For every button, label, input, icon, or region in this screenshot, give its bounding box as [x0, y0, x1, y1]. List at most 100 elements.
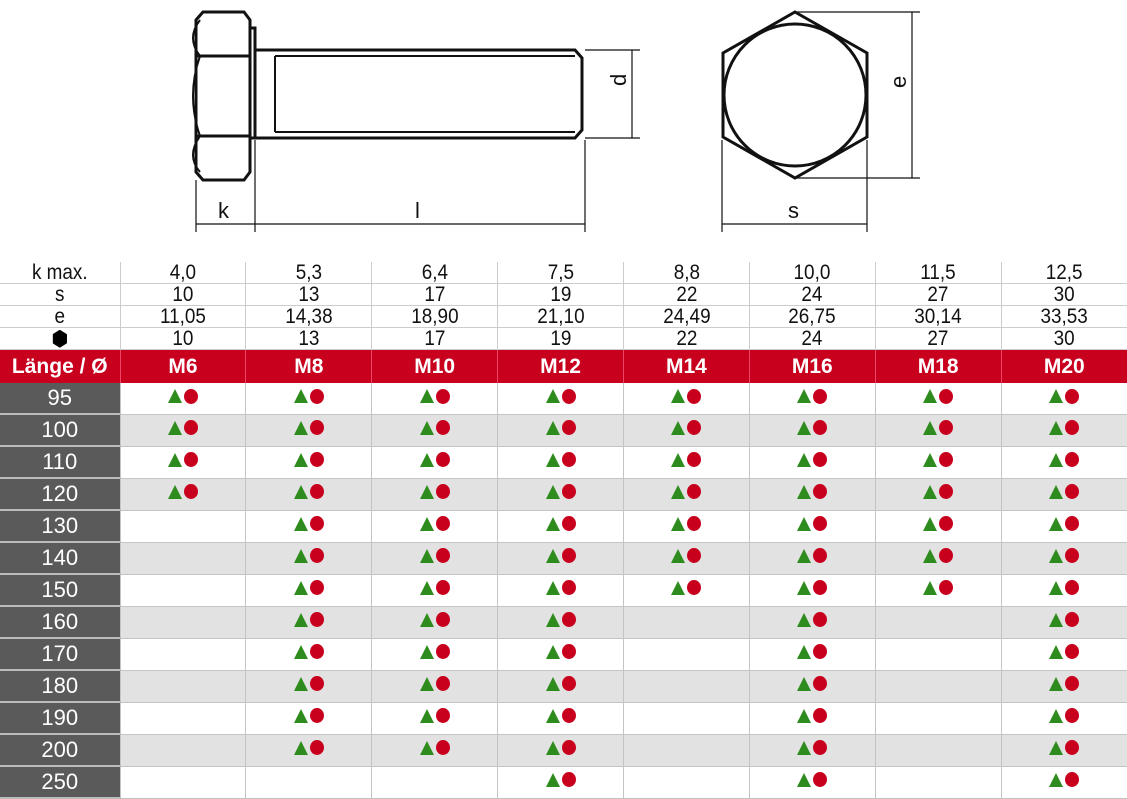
green-triangle-icon: [545, 708, 560, 723]
row-length: 160: [0, 606, 120, 639]
availability-marker: [545, 708, 576, 724]
availability-cell: [874, 478, 1002, 511]
availability-cell: [119, 638, 246, 671]
table-row: 160: [0, 606, 1127, 639]
green-triangle-icon: [671, 580, 686, 595]
green-triangle-icon: [797, 772, 812, 787]
availability-cell: [748, 638, 876, 671]
availability-cell: [119, 766, 246, 799]
availability-cell: [119, 542, 246, 575]
availability-cell: [245, 414, 372, 447]
table-row: 200: [0, 734, 1127, 767]
green-triangle-icon: [293, 644, 308, 659]
red-circle-icon: [813, 644, 828, 660]
spec-value: 17: [377, 283, 492, 306]
availability-cell: [748, 446, 876, 479]
red-circle-icon: [1065, 388, 1080, 404]
green-triangle-icon: [293, 484, 308, 499]
availability-marker: [923, 548, 954, 564]
red-circle-icon: [561, 612, 576, 628]
availability-marker: [545, 740, 576, 756]
availability-marker: [293, 548, 324, 564]
red-circle-icon: [813, 676, 828, 692]
table-row: 95: [0, 383, 1127, 415]
spec-value: 11,05: [125, 305, 240, 328]
header-size: M18: [874, 349, 1002, 383]
green-triangle-icon: [797, 452, 812, 467]
red-circle-icon: [1065, 580, 1080, 596]
availability-cell: [245, 383, 372, 415]
red-circle-icon: [1065, 676, 1080, 692]
row-length: 110: [0, 446, 120, 479]
availability-marker: [293, 516, 324, 532]
availability-marker: [671, 452, 702, 468]
red-circle-icon: [939, 580, 954, 596]
availability-cell: [623, 766, 750, 799]
red-circle-icon: [687, 420, 702, 436]
green-triangle-icon: [545, 484, 560, 499]
table-row: 110: [0, 446, 1127, 479]
red-circle-icon: [435, 676, 450, 692]
availability-cell: [874, 670, 1002, 703]
availability-cell: [748, 702, 876, 735]
availability-cell: [1000, 446, 1127, 479]
green-triangle-icon: [545, 644, 560, 659]
availability-cell: [874, 638, 1002, 671]
green-triangle-icon: [671, 420, 686, 435]
bolt-size-table: k max. 4,0 5,3 6,4 7,5 8,8 10,0 11,5 12,5 s 10 13 17…: [0, 262, 1127, 799]
availability-marker: [923, 580, 954, 596]
availability-marker: [419, 548, 450, 564]
red-circle-icon: [1065, 740, 1080, 756]
spec-value: 6,4: [377, 262, 492, 284]
availability-marker: [797, 484, 828, 500]
red-circle-icon: [435, 740, 450, 756]
spec-value: 10,0: [755, 262, 869, 284]
green-triangle-icon: [545, 676, 560, 691]
green-triangle-icon: [419, 740, 434, 755]
red-circle-icon: [687, 452, 702, 468]
spec-value: 11,5: [881, 262, 995, 284]
spec-row: e 11,05 14,38 18,90 21,10 24,49 26,75 30,14 33,5…: [0, 305, 1127, 328]
availability-cell: [245, 606, 372, 639]
green-triangle-icon: [671, 484, 686, 499]
red-circle-icon: [183, 388, 198, 404]
availability-cell: [1000, 766, 1127, 799]
green-triangle-icon: [1049, 548, 1064, 563]
green-triangle-icon: [797, 612, 812, 627]
availability-marker: [419, 676, 450, 692]
green-triangle-icon: [293, 740, 308, 755]
red-circle-icon: [813, 452, 828, 468]
spec-label: s: [6, 283, 114, 306]
availability-cell: [623, 574, 750, 607]
red-circle-icon: [309, 708, 324, 724]
green-triangle-icon: [293, 612, 308, 627]
availability-cell: [748, 766, 876, 799]
availability-cell: [623, 542, 750, 575]
availability-cell: [623, 606, 750, 639]
green-triangle-icon: [797, 676, 812, 691]
row-length: 250: [0, 766, 120, 799]
red-circle-icon: [435, 708, 450, 724]
availability-cell: [119, 446, 246, 479]
availability-cell: [371, 414, 498, 447]
spec-label: k max.: [6, 262, 114, 284]
row-length: 180: [0, 670, 120, 703]
red-circle-icon: [435, 644, 450, 660]
red-circle-icon: [687, 548, 702, 564]
green-triangle-icon: [293, 452, 308, 467]
availability-marker: [419, 644, 450, 660]
green-triangle-icon: [545, 452, 560, 467]
availability-marker: [545, 612, 576, 628]
header-size: M10: [371, 349, 498, 383]
red-circle-icon: [939, 484, 954, 500]
availability-cell: [1000, 606, 1127, 639]
table-row: 180: [0, 670, 1127, 703]
availability-cell: [245, 734, 372, 767]
table-row: 150: [0, 574, 1127, 607]
green-triangle-icon: [545, 580, 560, 595]
availability-cell: [874, 574, 1002, 607]
availability-cell: [245, 446, 372, 479]
spec-value: 22: [629, 283, 744, 306]
row-length: 140: [0, 542, 120, 575]
availability-marker: [797, 452, 828, 468]
